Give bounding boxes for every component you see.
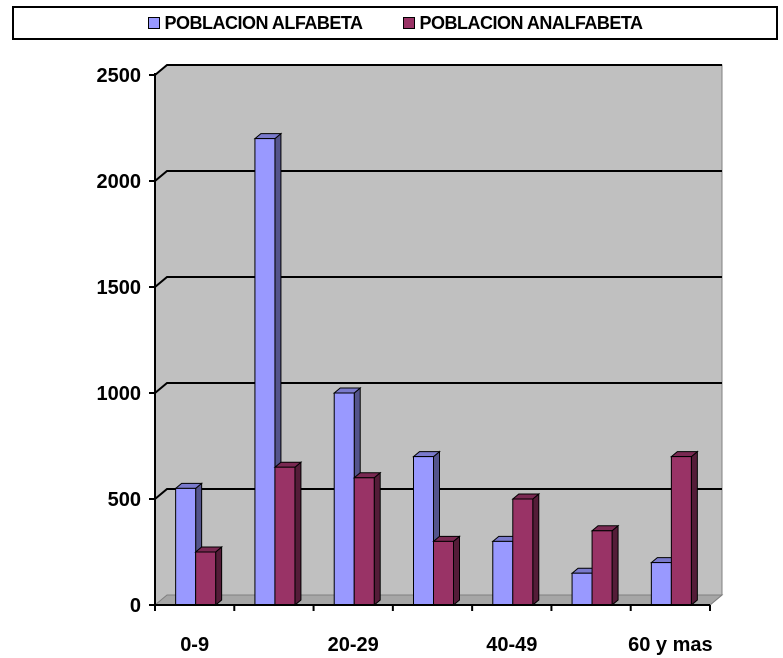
y-tick-label: 1500	[97, 277, 142, 299]
legend-label-alfabeta: POBLACION ALFABETA	[164, 12, 364, 33]
x-tick-label: 0-9	[180, 634, 209, 656]
bar-front	[670, 456, 692, 606]
legend-swatch-analfabeta	[402, 17, 415, 29]
bar-front	[353, 477, 375, 606]
gridline	[154, 276, 722, 288]
legend: POBLACION ALFABETA POBLACION ANALFABETA	[12, 6, 778, 40]
legend-item-alfabeta: POBLACION ALFABETA	[147, 12, 364, 34]
bar-side	[611, 524, 619, 607]
y-tick-label: 0	[130, 595, 141, 617]
bar-front	[571, 572, 593, 606]
bar-front	[333, 392, 355, 606]
bar-front	[433, 540, 454, 606]
bar-side	[215, 545, 223, 607]
axes: 0 500 1000 1500 2000 2500 0-9 20-29 40-49 60 y ma…	[97, 65, 713, 656]
legend-item-analfabeta: POBLACION ANALFABETA	[402, 12, 644, 34]
x-tick-label: 40-49	[486, 634, 537, 656]
bar	[669, 450, 699, 607]
y-tick-label: 500	[108, 489, 141, 511]
bar-front	[492, 540, 514, 606]
x-tick-label: 60 y mas	[628, 634, 713, 656]
bar-front	[195, 551, 217, 606]
bar	[352, 471, 382, 607]
y-tick-label: 2500	[97, 65, 142, 87]
y-tick-label: 1000	[97, 383, 142, 405]
gridline	[154, 382, 722, 394]
bar-side	[373, 471, 381, 607]
legend-label-analfabeta: POBLACION ANALFABETA	[419, 12, 644, 33]
y-tick-label: 2000	[97, 171, 142, 193]
x-tick-label: 20-29	[328, 634, 379, 656]
bar	[590, 524, 620, 607]
bar	[273, 461, 303, 607]
bar	[194, 545, 224, 607]
bar-side	[453, 535, 460, 607]
bar-front	[413, 456, 434, 606]
bar	[432, 535, 461, 607]
bar-front	[274, 466, 296, 606]
bar-side	[294, 461, 302, 607]
bar-side	[532, 492, 540, 607]
bars	[174, 132, 699, 607]
bar-front	[591, 530, 613, 606]
bar-side	[690, 450, 698, 607]
bar-front	[254, 138, 276, 606]
bar-front	[650, 562, 672, 606]
legend-swatch-alfabeta	[147, 17, 160, 29]
gridline	[154, 170, 722, 182]
bar	[511, 492, 541, 607]
gridline	[154, 488, 722, 500]
bar-front	[175, 487, 197, 606]
gridline	[154, 64, 722, 76]
bar-front	[512, 498, 534, 606]
